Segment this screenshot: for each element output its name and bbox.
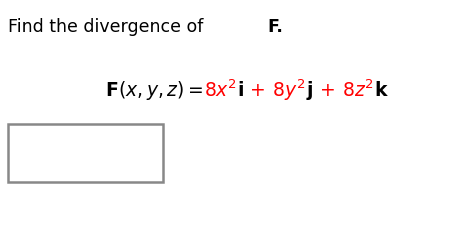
- Text: $\mathbf{i}$: $\mathbf{i}$: [236, 80, 243, 99]
- Text: $\,+\,8z^{2}$: $\,+\,8z^{2}$: [313, 79, 373, 100]
- Text: $8x^{2}$: $8x^{2}$: [203, 79, 236, 100]
- Text: $\,+\,8y^{2}$: $\,+\,8y^{2}$: [243, 77, 305, 102]
- Text: $(x, y, z) = $: $(x, y, z) = $: [118, 78, 203, 101]
- Bar: [8, 125, 163, 182]
- Text: Find the divergence of: Find the divergence of: [8, 18, 208, 36]
- Text: $\mathbf{j}$: $\mathbf{j}$: [305, 78, 313, 101]
- Text: F.: F.: [267, 18, 282, 36]
- Text: $\mathbf{F}$: $\mathbf{F}$: [105, 80, 118, 99]
- Text: $\mathbf{k}$: $\mathbf{k}$: [373, 80, 388, 99]
